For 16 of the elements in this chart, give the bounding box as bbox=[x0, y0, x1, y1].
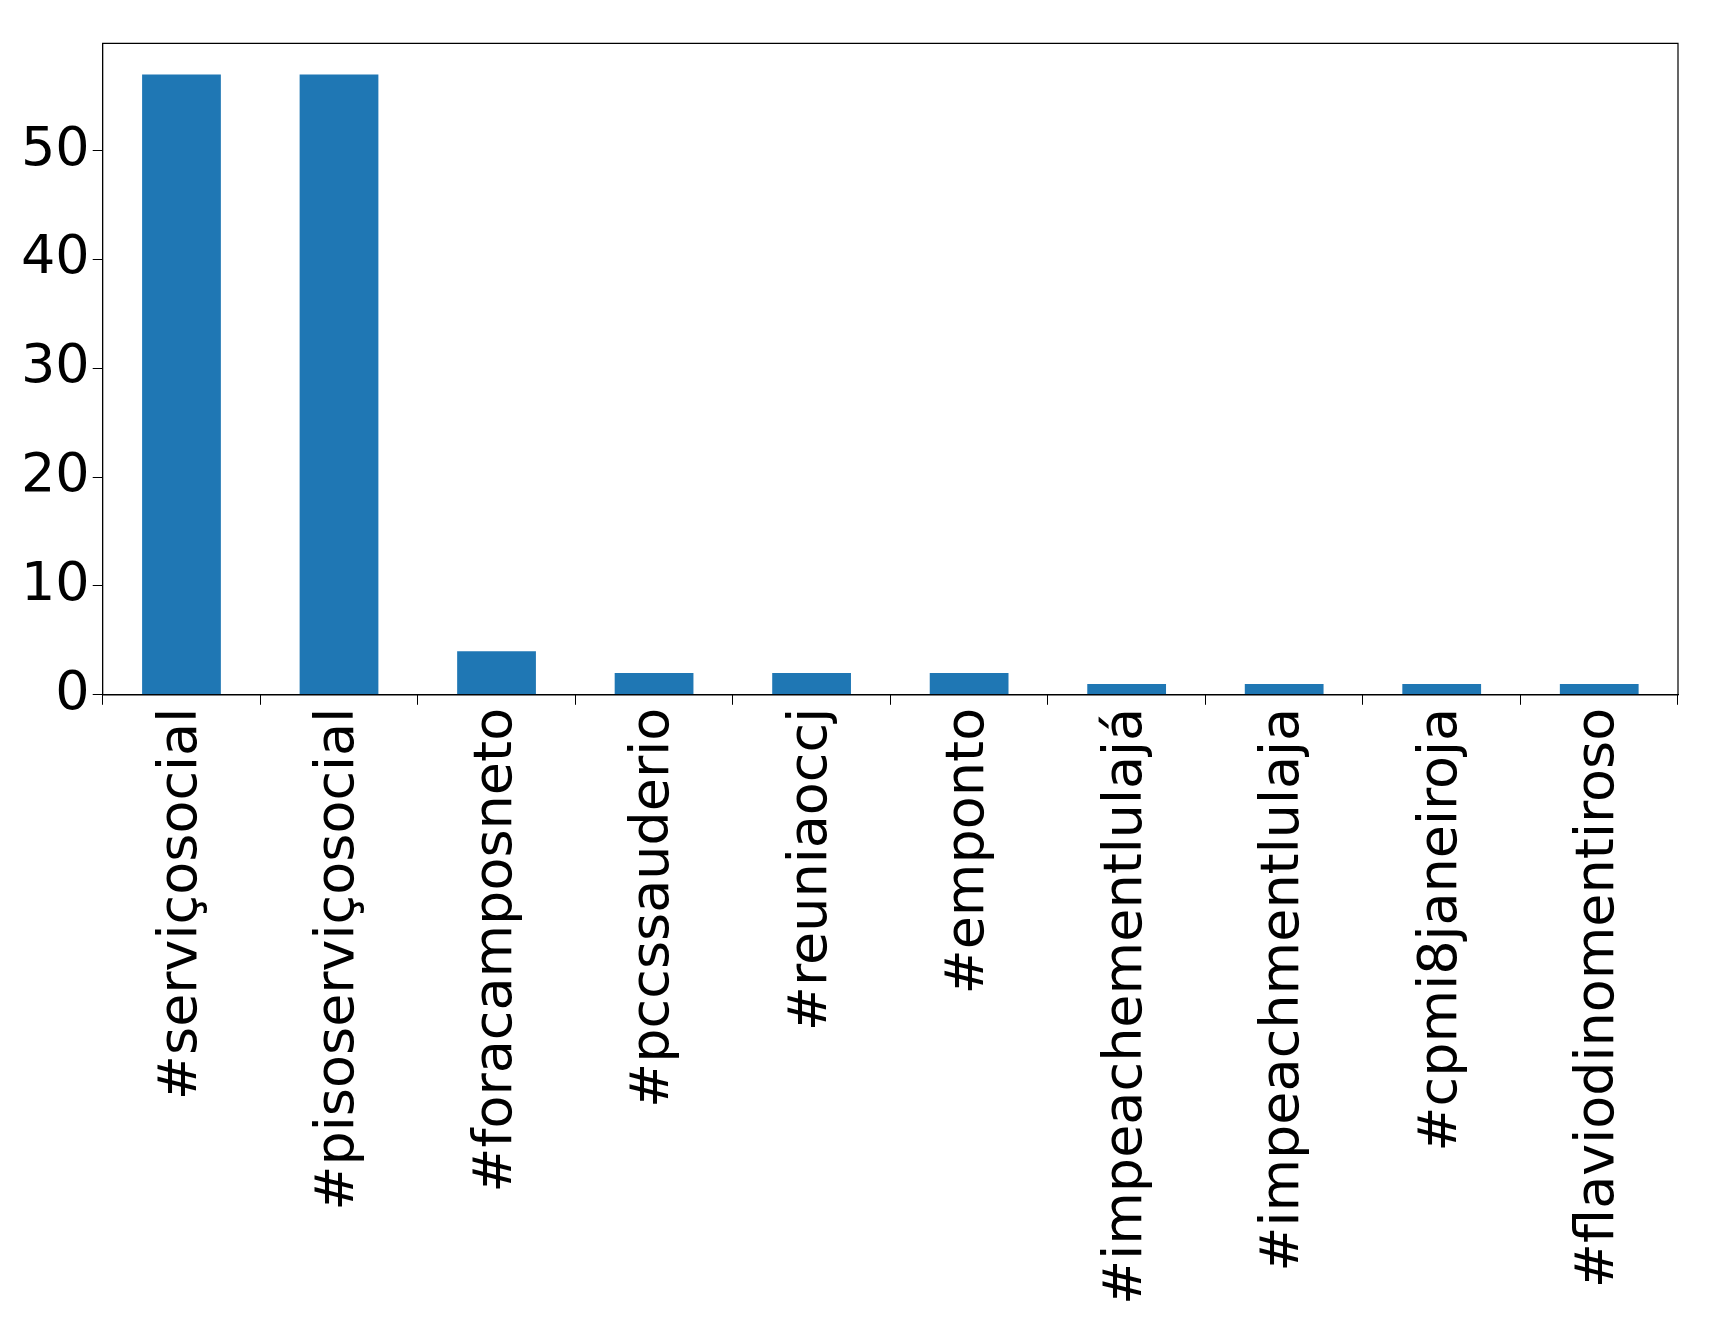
x-tick-label: #pisoserviçosocial bbox=[303, 707, 367, 1211]
y-tick-label: 30 bbox=[20, 332, 90, 396]
x-tick-label: #serviçosocial bbox=[145, 707, 209, 1101]
y-tick-label: 40 bbox=[20, 223, 90, 287]
x-tick-label: #pccssauderio bbox=[618, 707, 682, 1109]
y-tick-label: 50 bbox=[20, 114, 90, 178]
x-tick-label: #emponto bbox=[933, 707, 997, 995]
x-tick-label: #impeachementlulajá bbox=[1090, 707, 1154, 1305]
x-tick-label: #flaviodinomentiroso bbox=[1563, 707, 1627, 1289]
y-tick-label: 10 bbox=[20, 549, 90, 613]
y-tick-label: 20 bbox=[20, 441, 90, 505]
x-tick-label: #cpmi8janeiroja bbox=[1405, 707, 1469, 1152]
x-tick-label: #foracamposneto bbox=[460, 707, 524, 1193]
y-tick-label: 0 bbox=[55, 658, 90, 722]
x-tick-label: #reuniaoccj bbox=[775, 707, 839, 1032]
x-tick-label: #impeachmentlulaja bbox=[1248, 707, 1312, 1272]
